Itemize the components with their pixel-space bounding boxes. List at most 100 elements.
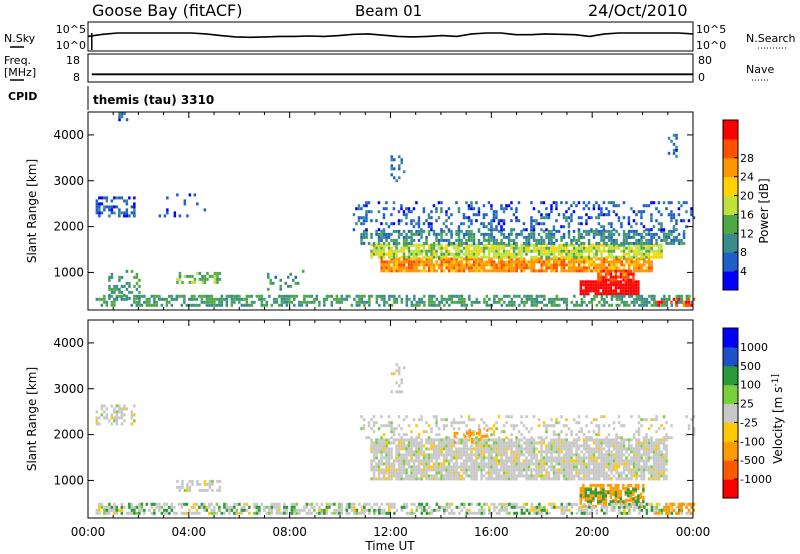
heatmap-cell (305, 303, 309, 307)
heatmap-cell (580, 300, 584, 304)
heatmap-cell (629, 280, 633, 284)
heatmap-cell (138, 296, 141, 300)
heatmap-cell (555, 447, 558, 451)
heatmap-cell (600, 257, 603, 261)
heatmap-cell (597, 453, 601, 457)
heatmap-cell (637, 444, 641, 448)
heatmap-cell (395, 269, 398, 273)
heatmap-cell (497, 477, 501, 481)
heatmap-cell (587, 260, 591, 264)
heatmap-cell (495, 263, 498, 267)
heatmap-cell (435, 471, 438, 475)
heatmap-cell (358, 511, 361, 515)
heatmap-cell (392, 465, 396, 469)
heatmap-cell (560, 255, 563, 259)
heatmap-cell (138, 284, 141, 288)
heatmap-cell (427, 438, 431, 442)
heatmap-cell (125, 281, 129, 285)
heatmap-cell (105, 196, 109, 200)
heatmap-cell (527, 241, 531, 245)
heatmap-cell (417, 232, 421, 236)
heatmap-cell (390, 213, 393, 217)
heatmap-cell (642, 459, 646, 463)
heatmap-cell (440, 246, 443, 250)
heatmap-cell (507, 447, 511, 451)
heatmap-cell (118, 196, 121, 200)
heatmap-cell (540, 462, 543, 466)
heatmap-cell (465, 456, 468, 460)
heatmap-cell (535, 243, 538, 247)
heatmap-cell (555, 297, 559, 301)
heatmap-cell (647, 456, 651, 460)
heatmap-cell (557, 249, 561, 253)
heatmap-cell (630, 438, 633, 442)
heatmap-cell (632, 447, 636, 451)
heatmap-cell (103, 511, 106, 515)
heatmap-cell (382, 235, 386, 239)
heatmap-cell (575, 468, 578, 472)
heatmap-cell (285, 300, 289, 304)
heatmap-cell (118, 294, 121, 298)
heatmap-cell (425, 459, 428, 463)
heatmap-cell (634, 280, 638, 284)
heatmap-cell (620, 456, 623, 460)
heatmap-cell (402, 229, 406, 233)
heatmap-cell (513, 502, 516, 506)
heatmap-cell (215, 502, 219, 506)
heatmap-cell (445, 474, 448, 478)
heatmap-cell (630, 260, 633, 264)
heatmap-cell (240, 505, 244, 509)
heatmap-cell (617, 456, 621, 460)
heatmap-cell (655, 243, 658, 247)
heatmap-cell (427, 456, 431, 460)
heatmap-cell (570, 300, 574, 304)
heatmap-cell (485, 456, 488, 460)
heatmap-cell (166, 211, 169, 215)
heatmap-cell (300, 508, 304, 512)
heatmap-cell (597, 447, 601, 451)
heatmap-cell (313, 508, 316, 512)
heatmap-cell (614, 269, 618, 273)
heatmap-cell (392, 433, 396, 437)
heatmap-cell (500, 462, 503, 466)
heatmap-cell (455, 441, 458, 445)
heatmap-cell (372, 474, 376, 478)
heatmap-cell (597, 257, 601, 261)
heatmap-cell (450, 477, 453, 481)
heatmap-cell (570, 430, 573, 434)
heatmap-cell (672, 142, 676, 146)
heatmap-cell (345, 502, 349, 506)
heatmap-cell (323, 303, 326, 307)
heatmap-cell (133, 196, 136, 200)
heatmap-cell (600, 294, 604, 298)
heatmap-cell (382, 263, 386, 267)
heatmap-cell (477, 447, 481, 451)
heatmap-cell (642, 225, 646, 229)
heatmap-cell (622, 238, 626, 242)
heatmap-cell (617, 280, 620, 284)
heatmap-cell (148, 300, 151, 304)
heatmap-cell (483, 511, 486, 515)
heatmap-cell (627, 289, 630, 293)
heatmap-cell (387, 235, 391, 239)
heatmap-cell (632, 252, 636, 256)
heatmap-cell (575, 252, 578, 256)
heatmap-cell (447, 444, 451, 448)
heatmap-cell (527, 238, 531, 242)
heatmap-cell (650, 232, 653, 236)
heatmap-cell (562, 249, 566, 253)
heatmap-cell (505, 465, 508, 469)
heatmap-cell (452, 263, 456, 267)
heatmap-cell (380, 294, 384, 298)
heatmap-cell (617, 483, 620, 487)
heatmap-cell (614, 272, 618, 276)
heatmap-cell (435, 255, 438, 259)
heatmap-cell (542, 263, 546, 267)
heatmap-cell (590, 477, 593, 481)
heatmap-cell (594, 289, 598, 293)
heatmap-cell (467, 269, 471, 273)
heatmap-cell (502, 453, 506, 457)
heatmap-cell (637, 497, 640, 501)
heatmap-cell (572, 235, 576, 239)
heatmap-cell (510, 257, 513, 261)
